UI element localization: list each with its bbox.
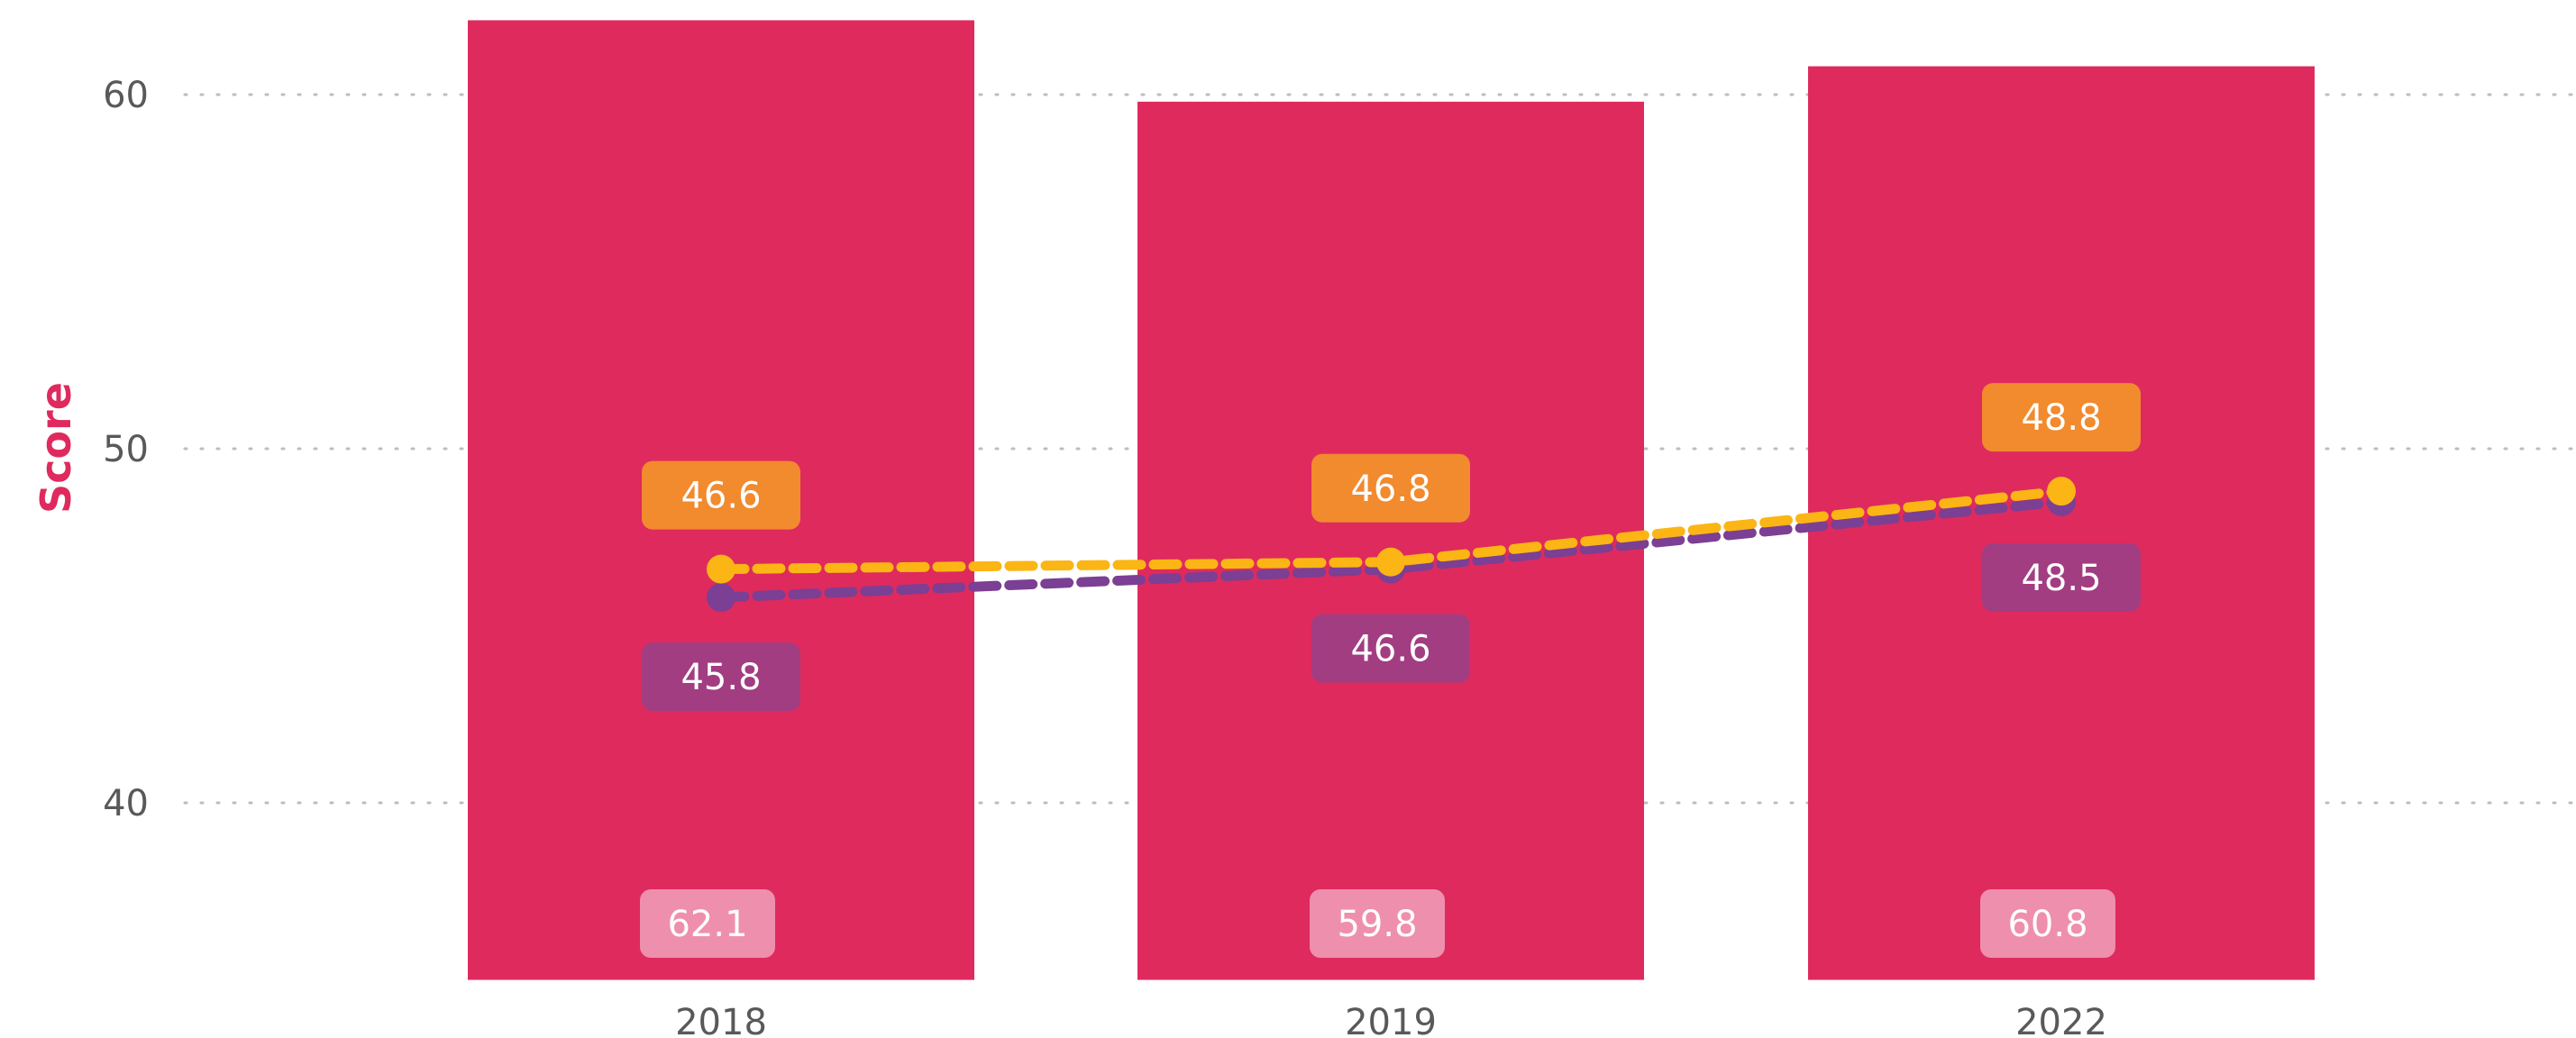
line-data-labels: 45.8 46.6 48.5 46.6 46.8 48.8 [642,383,2141,712]
line-data-label-box [1982,383,2141,452]
bar-data-label-text: 60.8 [2007,904,2087,945]
x-tick-label: 2019 [1345,1002,1437,1038]
y-tick-label: 50 [103,429,149,470]
line-data-label-text: 46.8 [1350,469,1430,510]
y-tick-label: 40 [103,783,149,824]
line-data-label-text: 48.5 [2021,558,2101,599]
data-point [707,583,735,613]
line-data-label-box [1982,542,2141,612]
y-axis-ticks: 40 50 60 [103,75,149,824]
line-data-label-box [642,460,800,530]
bar-data-labels: 62.1 59.8 60.8 [640,889,2115,958]
x-axis-ticks: 2018 2019 2022 [675,1002,2107,1038]
y-axis-title: Score [32,382,80,514]
line-data-label: 46.6 [1311,614,1470,683]
line-data-label: 48.8 [1982,383,2141,452]
line-data-label: 48.5 [1982,542,2141,612]
line-data-label-text: 46.6 [681,476,761,517]
line-data-label: 46.8 [1311,453,1470,523]
line-data-label-box [1311,614,1470,683]
line-data-label: 45.8 [642,642,800,712]
x-tick-label: 2022 [2015,1002,2107,1038]
line-data-label-box [1311,453,1470,523]
data-point [707,554,735,584]
line-data-label-box [642,642,800,712]
line-data-label: 46.6 [642,460,800,530]
bar-data-label-box [640,889,775,958]
line-data-label-text: 45.8 [681,657,761,698]
y-tick-label: 60 [103,75,149,116]
bar-data-label: 60.8 [1980,889,2115,958]
line-data-label-text: 48.8 [2021,397,2101,439]
bar-data-label-box [1310,889,1445,958]
bar-data-label-text: 59.8 [1337,904,1417,945]
bar-data-label: 62.1 [640,889,775,958]
data-point [2047,477,2076,506]
x-tick-label: 2018 [675,1002,767,1038]
line-series [707,477,2076,613]
data-point [1376,547,1405,577]
bar-data-label-text: 62.1 [667,904,747,945]
bar-data-label: 59.8 [1310,889,1445,958]
line-data-label-text: 46.6 [1350,629,1430,670]
bar-data-label-box [1980,889,2115,958]
